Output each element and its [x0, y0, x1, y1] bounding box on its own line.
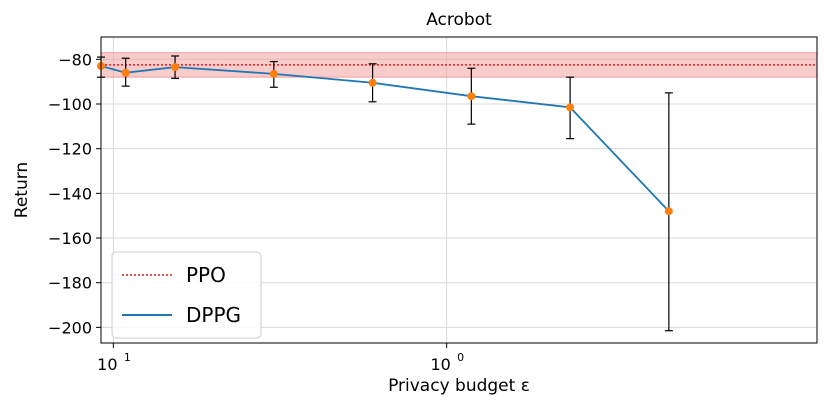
series-layer: [100, 65, 670, 212]
x-tick-label: 10: [97, 355, 117, 374]
x-tick-exponent: 0: [457, 351, 464, 364]
data-point: [171, 63, 180, 72]
y-tick-label: −100: [48, 95, 92, 114]
data-point: [121, 68, 130, 77]
data-point: [467, 92, 476, 101]
plot-frame: [100, 36, 818, 344]
marker-layer: [97, 62, 673, 216]
data-point: [368, 78, 377, 87]
y-tick-label: −140: [48, 184, 92, 203]
data-point: [269, 69, 278, 78]
y-axis-label: Return: [12, 162, 32, 218]
y-tick-label: −180: [48, 274, 92, 293]
y-tick-label: −80: [58, 50, 92, 69]
legend-dppg-label: DPPG: [186, 303, 241, 327]
legend-ppo-label: PPO: [186, 263, 226, 287]
x-tick-exponent: 1: [124, 351, 131, 364]
x-axis-label: Privacy budget ε: [388, 376, 530, 396]
x-axis-ticks: 10 1 10 0: [97, 343, 464, 374]
chart-title: Acrobot: [426, 10, 492, 30]
y-tick-label: −120: [48, 140, 92, 159]
y-axis-ticks: −80 −100 −120 −140 −160 −180 −200: [48, 50, 101, 337]
baseline-band-layer: [100, 52, 818, 78]
x-tick-label: 10: [430, 355, 450, 374]
legend-box: [111, 251, 262, 339]
y-tick-label: −200: [48, 318, 92, 337]
data-point: [566, 103, 575, 112]
dppg-line: [100, 65, 670, 212]
legend: PPO DPPG: [111, 251, 262, 339]
y-tick-label: −160: [48, 229, 92, 248]
data-point: [664, 207, 673, 216]
